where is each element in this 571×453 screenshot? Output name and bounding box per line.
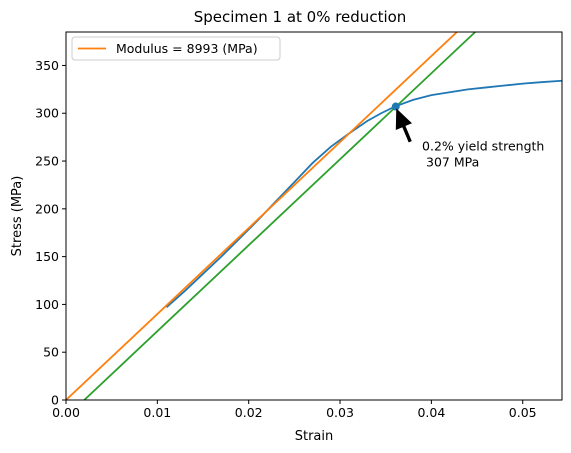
y-tick-label: 250 — [35, 154, 59, 169]
y-tick-label: 50 — [43, 345, 59, 360]
y-axis-label: Stress (MPa) — [10, 176, 25, 257]
legend: Modulus = 8993 (MPa) — [71, 36, 281, 61]
x-tick-label: 0.01 — [143, 405, 171, 420]
chart-title: Specimen 1 at 0% reduction — [194, 8, 407, 26]
y-axis: 0 50 100 150 200 250 300 350 — [35, 58, 66, 408]
x-tick-label: 0.03 — [326, 405, 354, 420]
x-tick-label: 0.05 — [509, 405, 537, 420]
x-axis-label: Strain — [295, 429, 334, 444]
annotation-line-2: 307 MPa — [422, 154, 479, 169]
annotation-line-1: 0.2% yield strength — [422, 138, 544, 153]
series-line-2 — [66, 32, 458, 400]
y-tick-label: 200 — [35, 201, 59, 216]
yield-annotation: 0.2% yield strength 307 MPa — [395, 108, 548, 169]
x-axis: 0.00 0.01 0.02 0.03 0.04 0.05 — [52, 400, 537, 420]
legend-box — [71, 36, 281, 61]
y-tick-label: 300 — [35, 106, 59, 121]
y-tick-label: 150 — [35, 249, 59, 264]
series-line-1 — [165, 79, 562, 308]
annotation-arrow — [395, 108, 412, 143]
y-tick-label: 350 — [35, 58, 59, 73]
plot-area — [66, 32, 562, 400]
x-tick-label: 0.04 — [417, 405, 445, 420]
y-tick-label: 100 — [35, 297, 59, 312]
annotation-text: 0.2% yield strength 307 MPa — [422, 138, 548, 169]
series-line-3 — [83, 32, 476, 400]
y-tick-label: 0 — [51, 393, 59, 408]
axes-frame — [65, 31, 563, 401]
x-tick-label: 0.00 — [52, 405, 80, 420]
yield-point-marker — [391, 102, 400, 111]
legend-entry-modulus: Modulus = 8993 (MPa) — [116, 41, 258, 56]
x-tick-label: 0.02 — [235, 405, 263, 420]
